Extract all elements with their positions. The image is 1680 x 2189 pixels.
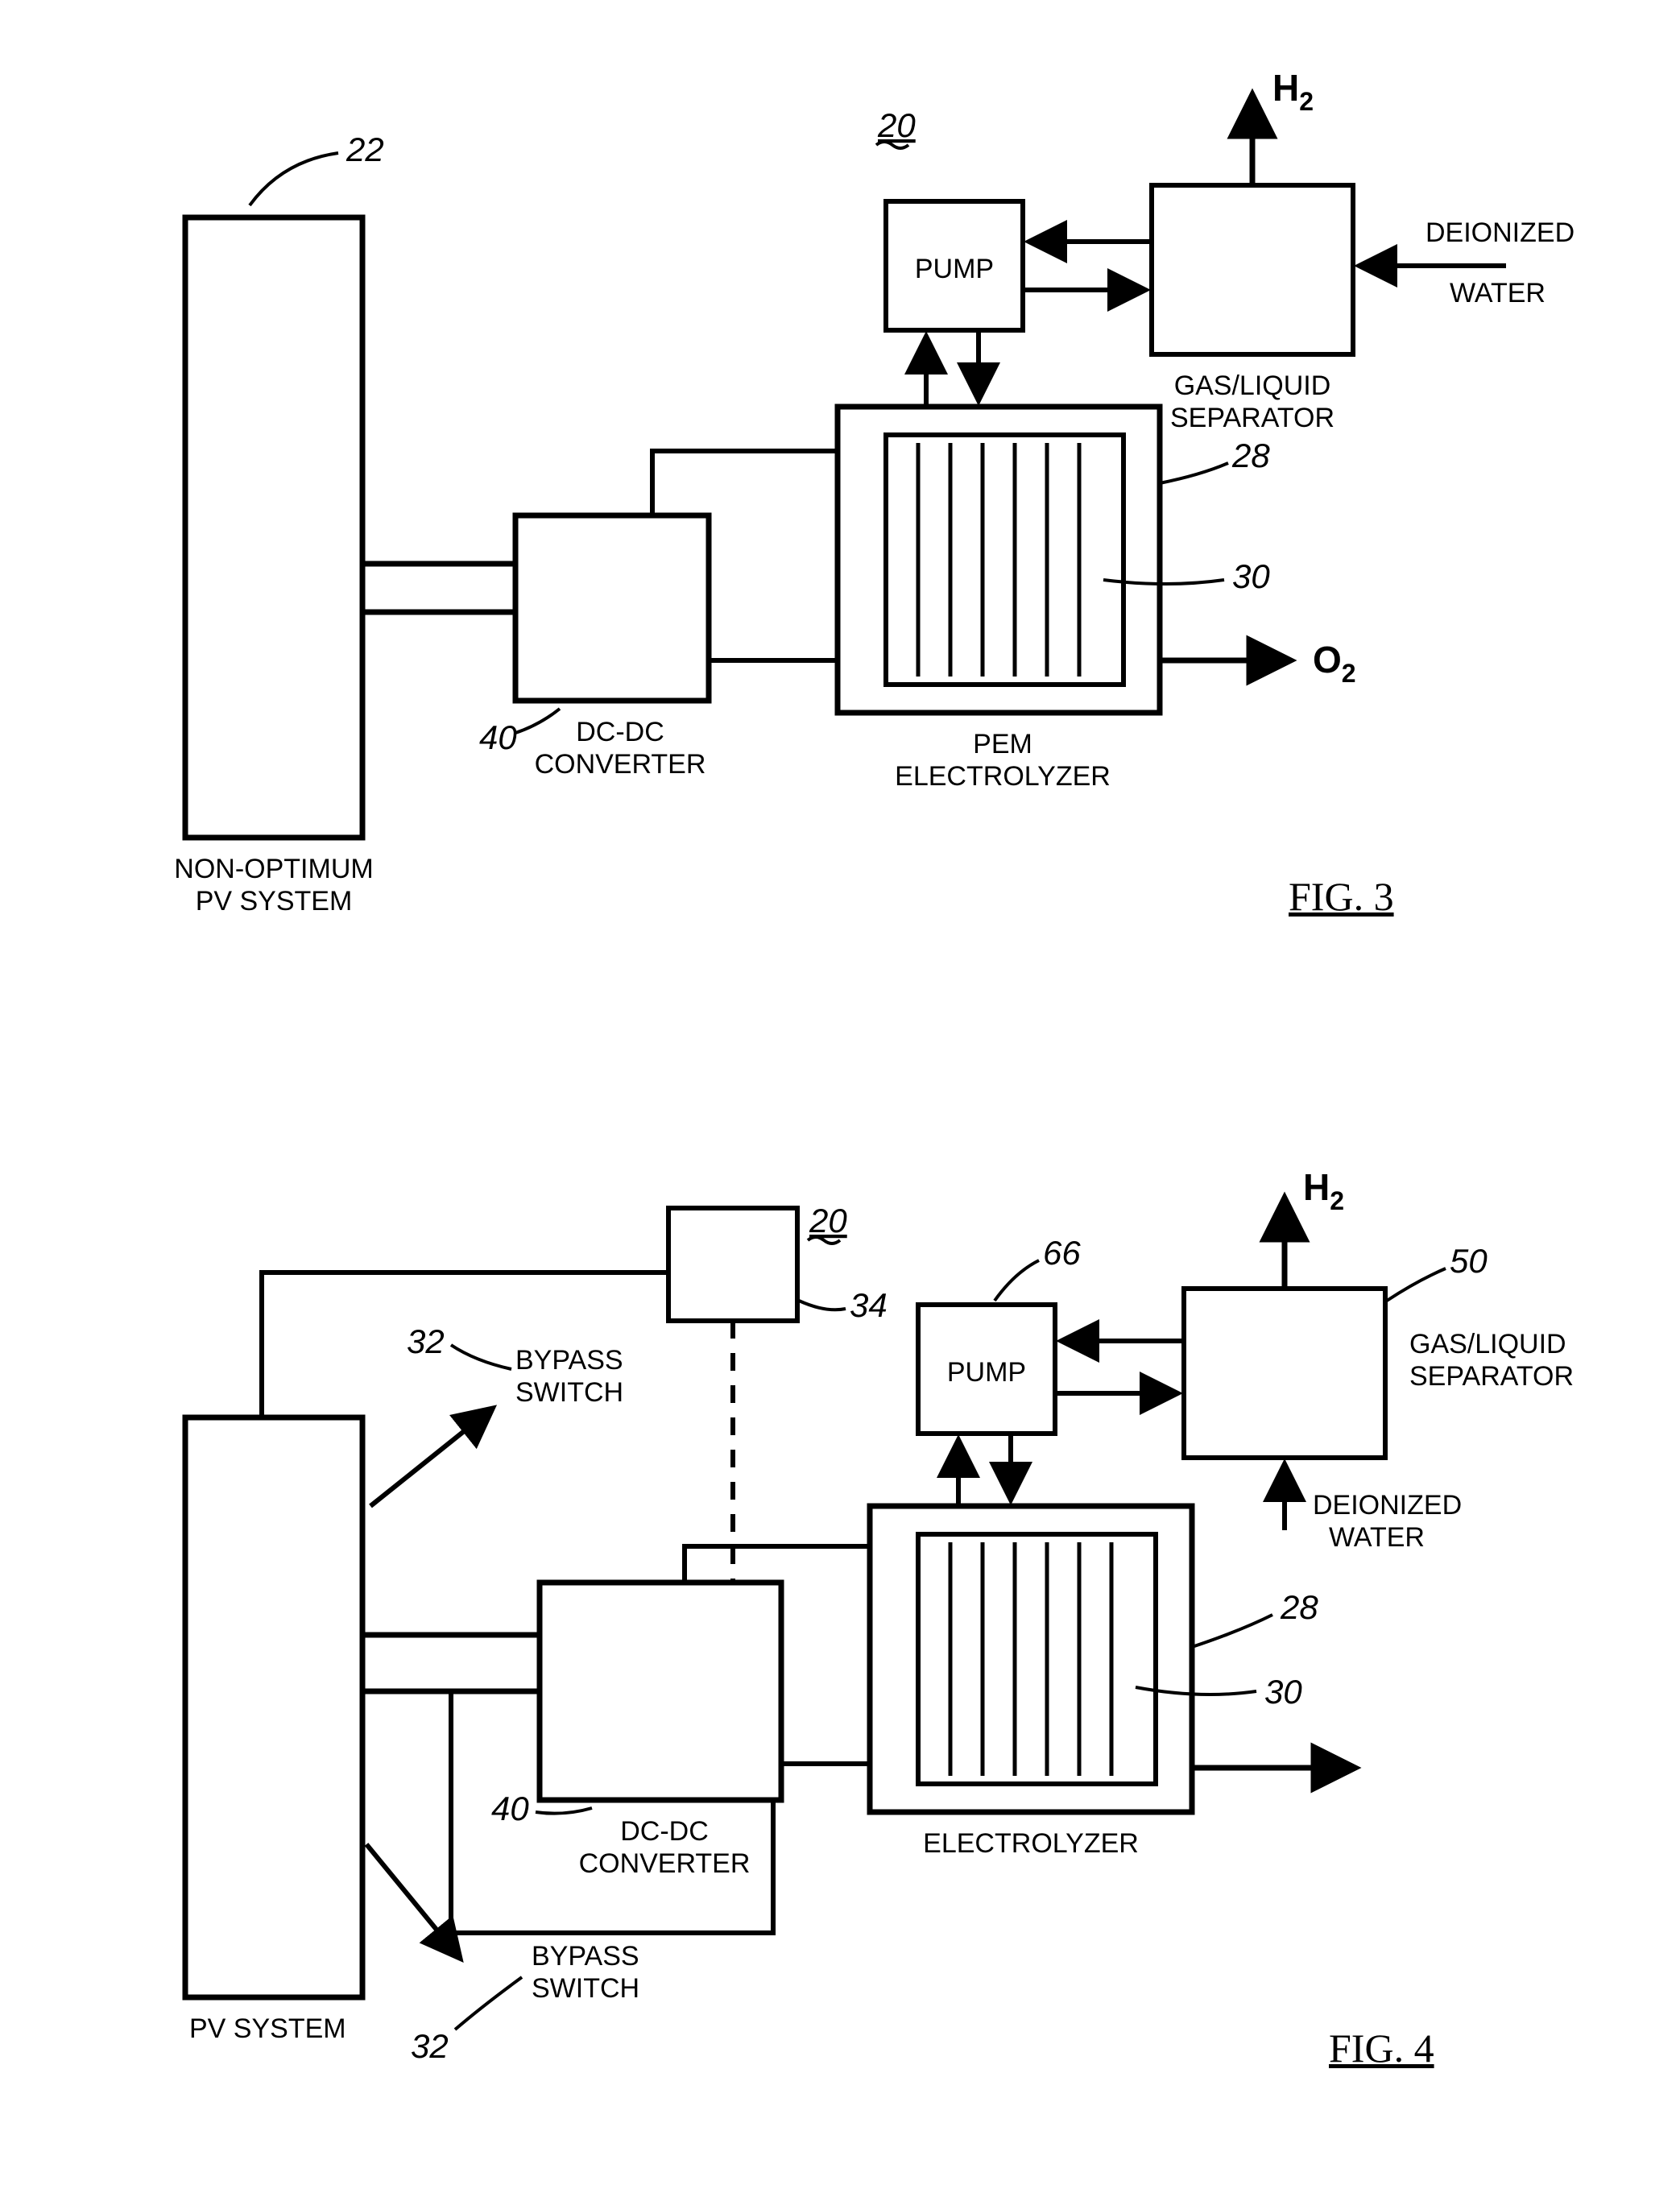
fig3-sep-label2: SEPARATOR (1170, 403, 1334, 433)
fig4-pv-label: PV SYSTEM (189, 2013, 346, 2044)
fig4-water1: DEIONIZED (1313, 1490, 1462, 1521)
fig3-pv-label1: NON-OPTIMUM (174, 854, 373, 884)
fig4-conv-label1: DC-DC (620, 1816, 709, 1847)
fig4-id: 20 (809, 1202, 847, 1239)
figure-3: 20 22 NON-OPTIMUM PV SYSTEM 40 DC-DC CON… (174, 67, 1574, 919)
fig4-bypass1-l1: BYPASS (515, 1345, 623, 1376)
fig4-bypass2-l1: BYPASS (532, 1941, 639, 1972)
fig4-conv-top-line (685, 1546, 870, 1583)
fig4-elec-inner (918, 1534, 1156, 1784)
fig3-pv-label2: PV SYSTEM (196, 886, 353, 917)
fig3-water2: WATER (1450, 278, 1546, 308)
fig4-sep-box (1184, 1289, 1385, 1458)
fig3-pump-label: PUMP (915, 254, 994, 284)
fig3-elec-label2: ELECTROLYZER (895, 761, 1111, 792)
fig3-pv-leader (250, 153, 338, 205)
fig3-conv-callout: 40 (479, 718, 517, 756)
fig4-32a-leader (451, 1345, 511, 1369)
fig4-pv-box (185, 1417, 362, 1997)
fig4-caption: FIG. 4 (1329, 2026, 1434, 2071)
diagram-canvas: 20 22 NON-OPTIMUM PV SYSTEM 40 DC-DC CON… (0, 0, 1680, 2189)
fig4-h2: H2 (1303, 1166, 1344, 1215)
fig4-40-leader (536, 1808, 592, 1814)
fig3-sep-box (1152, 185, 1353, 354)
fig3-28: 28 (1231, 437, 1270, 474)
fig4-sep-l1: GAS/LIQUID (1409, 1329, 1566, 1359)
fig3-caption: FIG. 3 (1289, 874, 1394, 919)
fig4-bypass1-l2: SWITCH (515, 1377, 623, 1408)
figure-4: 20 PV SYSTEM DC-DC CONVERTER 40 34 BYPAS… (185, 1166, 1574, 2071)
fig4-28-leader (1192, 1615, 1272, 1647)
fig4-32a: 32 (407, 1322, 445, 1360)
fig4-ray1 (370, 1409, 491, 1506)
fig3-conv-box (515, 515, 709, 701)
fig3-water1: DEIONIZED (1426, 217, 1574, 248)
fig4-ray2 (366, 1844, 459, 1957)
fig3-conv-leader (515, 709, 560, 733)
fig3-30-leader (1103, 580, 1224, 584)
fig3-pv-callout: 22 (346, 130, 384, 168)
fig4-32b: 32 (411, 2027, 449, 2065)
fig4-elec-label: ELECTROLYZER (923, 1828, 1139, 1859)
fig3-conv-label2: CONVERTER (535, 749, 706, 780)
fig4-66-leader (995, 1260, 1039, 1301)
fig3-28-leader (1160, 463, 1228, 483)
fig4-sep-l2: SEPARATOR (1409, 1361, 1574, 1392)
fig3-30: 30 (1232, 557, 1270, 595)
fig4-30: 30 (1264, 1673, 1302, 1711)
fig3-pv-box (185, 217, 362, 838)
fig3-id: 20 (877, 106, 916, 144)
fig4-conv-box (540, 1583, 781, 1800)
fig4-conv-label2: CONVERTER (579, 1848, 751, 1879)
fig4-bypass-box (668, 1208, 797, 1321)
fig4-50-leader (1387, 1268, 1446, 1301)
fig3-sep-label1: GAS/LIQUID (1174, 370, 1331, 401)
fig3-elec-inner (886, 435, 1123, 685)
fig4-32b-leader (455, 1977, 522, 2030)
fig3-elec-label1: PEM (973, 729, 1032, 759)
fig4-50: 50 (1450, 1242, 1488, 1280)
fig4-28: 28 (1280, 1588, 1318, 1626)
fig4-66: 66 (1043, 1234, 1081, 1272)
fig4-34: 34 (850, 1286, 888, 1324)
fig4-bypass2-l2: SWITCH (532, 1973, 639, 2004)
fig3-h2: H2 (1272, 67, 1314, 116)
fig4-34-leader (799, 1301, 846, 1310)
fig3-conv-label1: DC-DC (576, 717, 664, 747)
fig4-pump-label: PUMP (947, 1357, 1026, 1388)
fig3-o2: O2 (1313, 639, 1356, 688)
fig4-water2: WATER (1329, 1522, 1425, 1553)
fig4-40: 40 (491, 1790, 529, 1827)
fig3-conv-top-line (652, 451, 838, 515)
